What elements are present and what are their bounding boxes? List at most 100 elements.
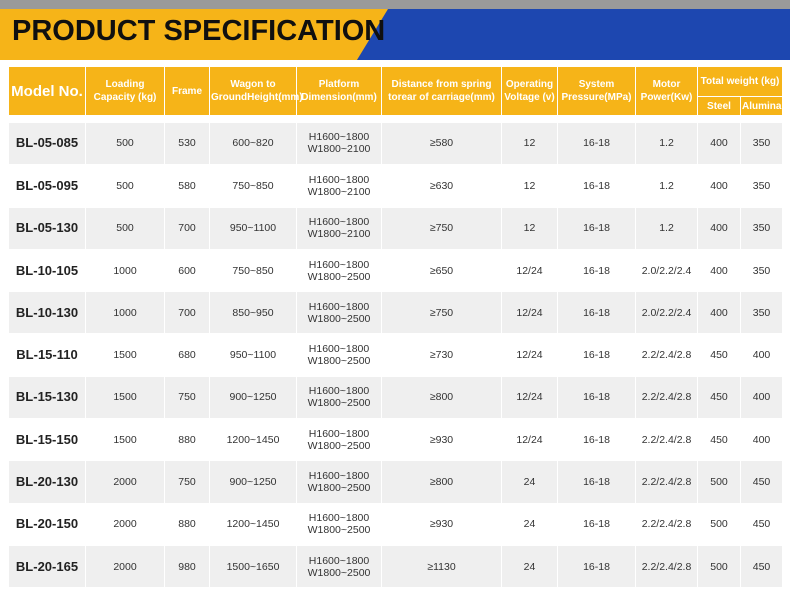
cell-platform: H1600~1800 W1800~2500 (296, 291, 382, 335)
cell-platform: H1600~1800 W1800~2500 (296, 333, 382, 377)
table-row: BL-05-095 500 580 750~850 H1600~1800 W1800~21… (8, 164, 784, 208)
cell-alumina: 350 (739, 164, 784, 208)
cell-frame: 700 (164, 291, 210, 335)
cell-steel: 400 (697, 122, 741, 166)
cell-model: BL-15-150 (8, 418, 86, 462)
cell-model: BL-10-105 (8, 249, 86, 293)
cell-voltage: 12/24 (501, 418, 558, 462)
cell-loading: 1500 (85, 333, 165, 377)
cell-wagon: 900~1250 (209, 376, 297, 420)
cell-platform-height: H1600~1800 (308, 343, 370, 356)
cell-frame: 530 (164, 122, 210, 166)
cell-voltage: 12/24 (501, 376, 558, 420)
cell-platform: H1600~1800 W1800~2500 (296, 545, 382, 589)
cell-platform: H1600~1800 W1800~2100 (296, 122, 382, 166)
cell-distance: ≥800 (381, 460, 502, 504)
table-row: BL-20-150 2000 880 1200~1450 H1600~1800 W1800… (8, 503, 784, 546)
cell-distance: ≥800 (381, 376, 502, 420)
cell-pressure: 16-18 (557, 503, 636, 546)
cell-loading: 500 (85, 164, 165, 208)
cell-pressure: 16-18 (557, 164, 636, 208)
cell-steel: 500 (697, 503, 741, 546)
cell-platform: H1600~1800 W1800~2100 (296, 164, 382, 208)
cell-steel: 400 (697, 291, 741, 335)
table-row: BL-20-130 2000 750 900~1250 H1600~1800 W1800~… (8, 460, 784, 504)
header-loading-capacity: Loading Capacity (kg) (85, 66, 165, 116)
header-frame: Frame (164, 66, 210, 116)
header-steel: Steel (697, 96, 741, 116)
cell-alumina: 400 (739, 418, 784, 462)
cell-voltage: 12 (501, 164, 558, 208)
cell-wagon: 600~820 (209, 122, 297, 166)
cell-steel: 400 (697, 164, 741, 208)
cell-wagon: 750~850 (209, 164, 297, 208)
cell-frame: 750 (164, 376, 210, 420)
cell-alumina: 450 (739, 460, 784, 504)
banner-yellow-band (0, 9, 388, 60)
cell-frame: 680 (164, 333, 210, 377)
cell-platform-width: W1800~2500 (307, 355, 371, 368)
cell-platform-width: W1800~2500 (307, 312, 371, 325)
cell-model: BL-15-110 (8, 333, 86, 377)
header-distance: Distance from spring torear of carriage(… (381, 66, 502, 116)
cell-pressure: 16-18 (557, 460, 636, 504)
cell-model: BL-05-130 (8, 207, 86, 250)
cell-loading: 2000 (85, 503, 165, 546)
cell-platform-height: H1600~1800 (308, 427, 370, 440)
cell-frame: 600 (164, 249, 210, 293)
header-pressure: System Pressure(MPa) (557, 66, 636, 116)
cell-platform-height: H1600~1800 (308, 554, 370, 567)
header-platform-dimension: Platform Dimension(mm) (296, 66, 382, 116)
cell-wagon: 750~850 (209, 249, 297, 293)
cell-motor: 1.2 (635, 122, 698, 166)
banner-top-strip (0, 0, 790, 9)
header-wagon-height: Wagon to GroundHeight(mm) (209, 66, 303, 116)
cell-platform-height: H1600~1800 (308, 258, 370, 271)
cell-motor: 1.2 (635, 164, 698, 208)
cell-distance: ≥730 (381, 333, 502, 377)
cell-motor: 1.2 (635, 207, 698, 250)
cell-loading: 1000 (85, 291, 165, 335)
table-row: BL-15-110 1500 680 950~1100 H1600~1800 W1800~… (8, 333, 784, 377)
header-alumina: Alumina (739, 96, 784, 116)
header-motor-power: Motor Power(Kw) (635, 66, 698, 116)
header-model: Model No. (8, 66, 86, 116)
cell-platform-width: W1800~2500 (307, 524, 371, 537)
cell-distance: ≥930 (381, 503, 502, 546)
cell-platform-width: W1800~2100 (307, 228, 371, 241)
cell-wagon: 1200~1450 (209, 503, 297, 546)
cell-motor: 2.2/2.4/2.8 (635, 333, 698, 377)
cell-distance: ≥750 (381, 291, 502, 335)
cell-platform-width: W1800~2500 (307, 270, 371, 283)
specification-table: Model No. Loading Capacity (kg) Frame Wa… (8, 66, 784, 589)
header-spacer (8, 115, 783, 123)
cell-alumina: 450 (739, 503, 784, 546)
cell-voltage: 12 (501, 207, 558, 250)
cell-platform-height: H1600~1800 (308, 300, 370, 313)
cell-loading: 500 (85, 207, 165, 250)
cell-frame: 580 (164, 164, 210, 208)
cell-frame: 980 (164, 545, 210, 589)
cell-pressure: 16-18 (557, 545, 636, 589)
cell-motor: 2.0/2.2/2.4 (635, 249, 698, 293)
cell-pressure: 16-18 (557, 418, 636, 462)
cell-platform-width: W1800~2500 (307, 482, 371, 495)
table-row: BL-15-130 1500 750 900~1250 H1600~1800 W1800~… (8, 376, 784, 420)
cell-model: BL-10-130 (8, 291, 86, 335)
cell-platform-width: W1800~2500 (307, 397, 371, 410)
table-row: BL-10-130 1000 700 850~950 H1600~1800 W1800~2… (8, 291, 784, 335)
cell-platform: H1600~1800 W1800~2500 (296, 376, 382, 420)
cell-wagon: 1500~1650 (209, 545, 297, 589)
cell-alumina: 350 (739, 249, 784, 293)
cell-steel: 450 (697, 333, 741, 377)
cell-platform: H1600~1800 W1800~2500 (296, 503, 382, 546)
cell-voltage: 12/24 (501, 333, 558, 377)
cell-pressure: 16-18 (557, 207, 636, 250)
cell-loading: 2000 (85, 545, 165, 589)
cell-alumina: 400 (739, 333, 784, 377)
cell-loading: 1500 (85, 418, 165, 462)
cell-voltage: 12/24 (501, 249, 558, 293)
cell-loading: 1000 (85, 249, 165, 293)
cell-voltage: 24 (501, 460, 558, 504)
cell-loading: 2000 (85, 460, 165, 504)
